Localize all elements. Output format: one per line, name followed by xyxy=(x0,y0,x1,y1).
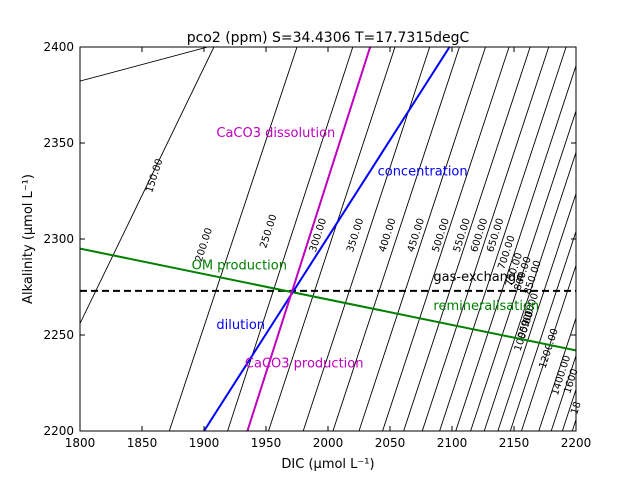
contour-label: 150.00 xyxy=(144,157,165,194)
contour-line xyxy=(80,47,215,324)
x-tick-label: 1800 xyxy=(65,436,96,450)
contour-line xyxy=(571,418,576,431)
contour-line xyxy=(168,47,298,431)
annotation-label: remineralisation xyxy=(433,299,539,314)
series-line xyxy=(80,247,576,352)
x-tick-label: 2100 xyxy=(437,436,468,450)
contour-line xyxy=(538,316,576,431)
series-line xyxy=(246,47,372,431)
contour-line xyxy=(268,47,396,431)
process-vectors xyxy=(80,47,576,431)
annotation-label: gas-exchange xyxy=(433,270,524,285)
contour-label: 300.00 xyxy=(308,217,329,254)
x-tick-label: 1850 xyxy=(127,436,158,450)
annotation-label: concentration xyxy=(378,165,468,180)
annotation-label: CaCO3 dissolution xyxy=(216,126,335,141)
y-tick-label: 2400 xyxy=(43,40,74,54)
contour-label: 1200.00 xyxy=(538,327,561,370)
contour-line xyxy=(550,354,576,431)
chart-title: pco2 (ppm) S=34.4306 T=17.7315degC xyxy=(187,30,470,46)
contour-line xyxy=(403,47,531,431)
contour-line xyxy=(227,47,354,431)
y-axis-label: Alkalinity (μmol L⁻¹) xyxy=(21,174,36,304)
annotation-label: CaCO3 production xyxy=(245,357,364,372)
contour-line xyxy=(470,109,576,431)
contour-label: 250.00 xyxy=(258,213,279,250)
contour-line xyxy=(455,64,576,431)
y-axis-ticks: 2200 2250 2300 2350 2400 xyxy=(43,40,576,438)
process-annotations: CaCO3 dissolution concentration OM product… xyxy=(192,126,540,371)
annotation-label: dilution xyxy=(216,318,265,333)
contour-label: 400.00 xyxy=(377,217,398,254)
contour-line xyxy=(382,47,510,431)
contour-line xyxy=(497,192,576,431)
pco2-contour-lines xyxy=(80,47,576,431)
contour-line xyxy=(80,47,208,82)
x-axis-label: DIC (μmol L⁻¹) xyxy=(281,457,374,472)
annotation-label: OM production xyxy=(192,259,287,274)
plot-frame xyxy=(79,46,577,432)
contour-line xyxy=(483,150,576,431)
contour-line xyxy=(421,47,550,431)
contour-line xyxy=(521,263,576,431)
y-tick-label: 2250 xyxy=(43,328,74,342)
x-tick-label: 2150 xyxy=(499,436,530,450)
contour-line xyxy=(439,47,567,431)
x-tick-label: 2050 xyxy=(375,436,406,450)
series-line xyxy=(203,47,451,431)
contour-label: 450.00 xyxy=(406,217,427,254)
contour-line xyxy=(358,47,486,431)
x-tick-label: 2000 xyxy=(313,436,344,450)
contour-line xyxy=(332,47,460,431)
x-axis-ticks: 1800 1850 1900 1950 2000 2050 2100 2150 2200 xyxy=(65,47,592,450)
x-tick-label: 1950 xyxy=(251,436,282,450)
y-tick-label: 2200 xyxy=(43,424,74,438)
contour-label: 1000.00 xyxy=(513,310,536,353)
x-tick-label: 1900 xyxy=(189,436,220,450)
contour-label: 500.00 xyxy=(431,217,452,254)
y-tick-label: 2350 xyxy=(43,136,74,150)
y-tick-label: 2300 xyxy=(43,232,74,246)
x-tick-label: 2200 xyxy=(561,436,592,450)
